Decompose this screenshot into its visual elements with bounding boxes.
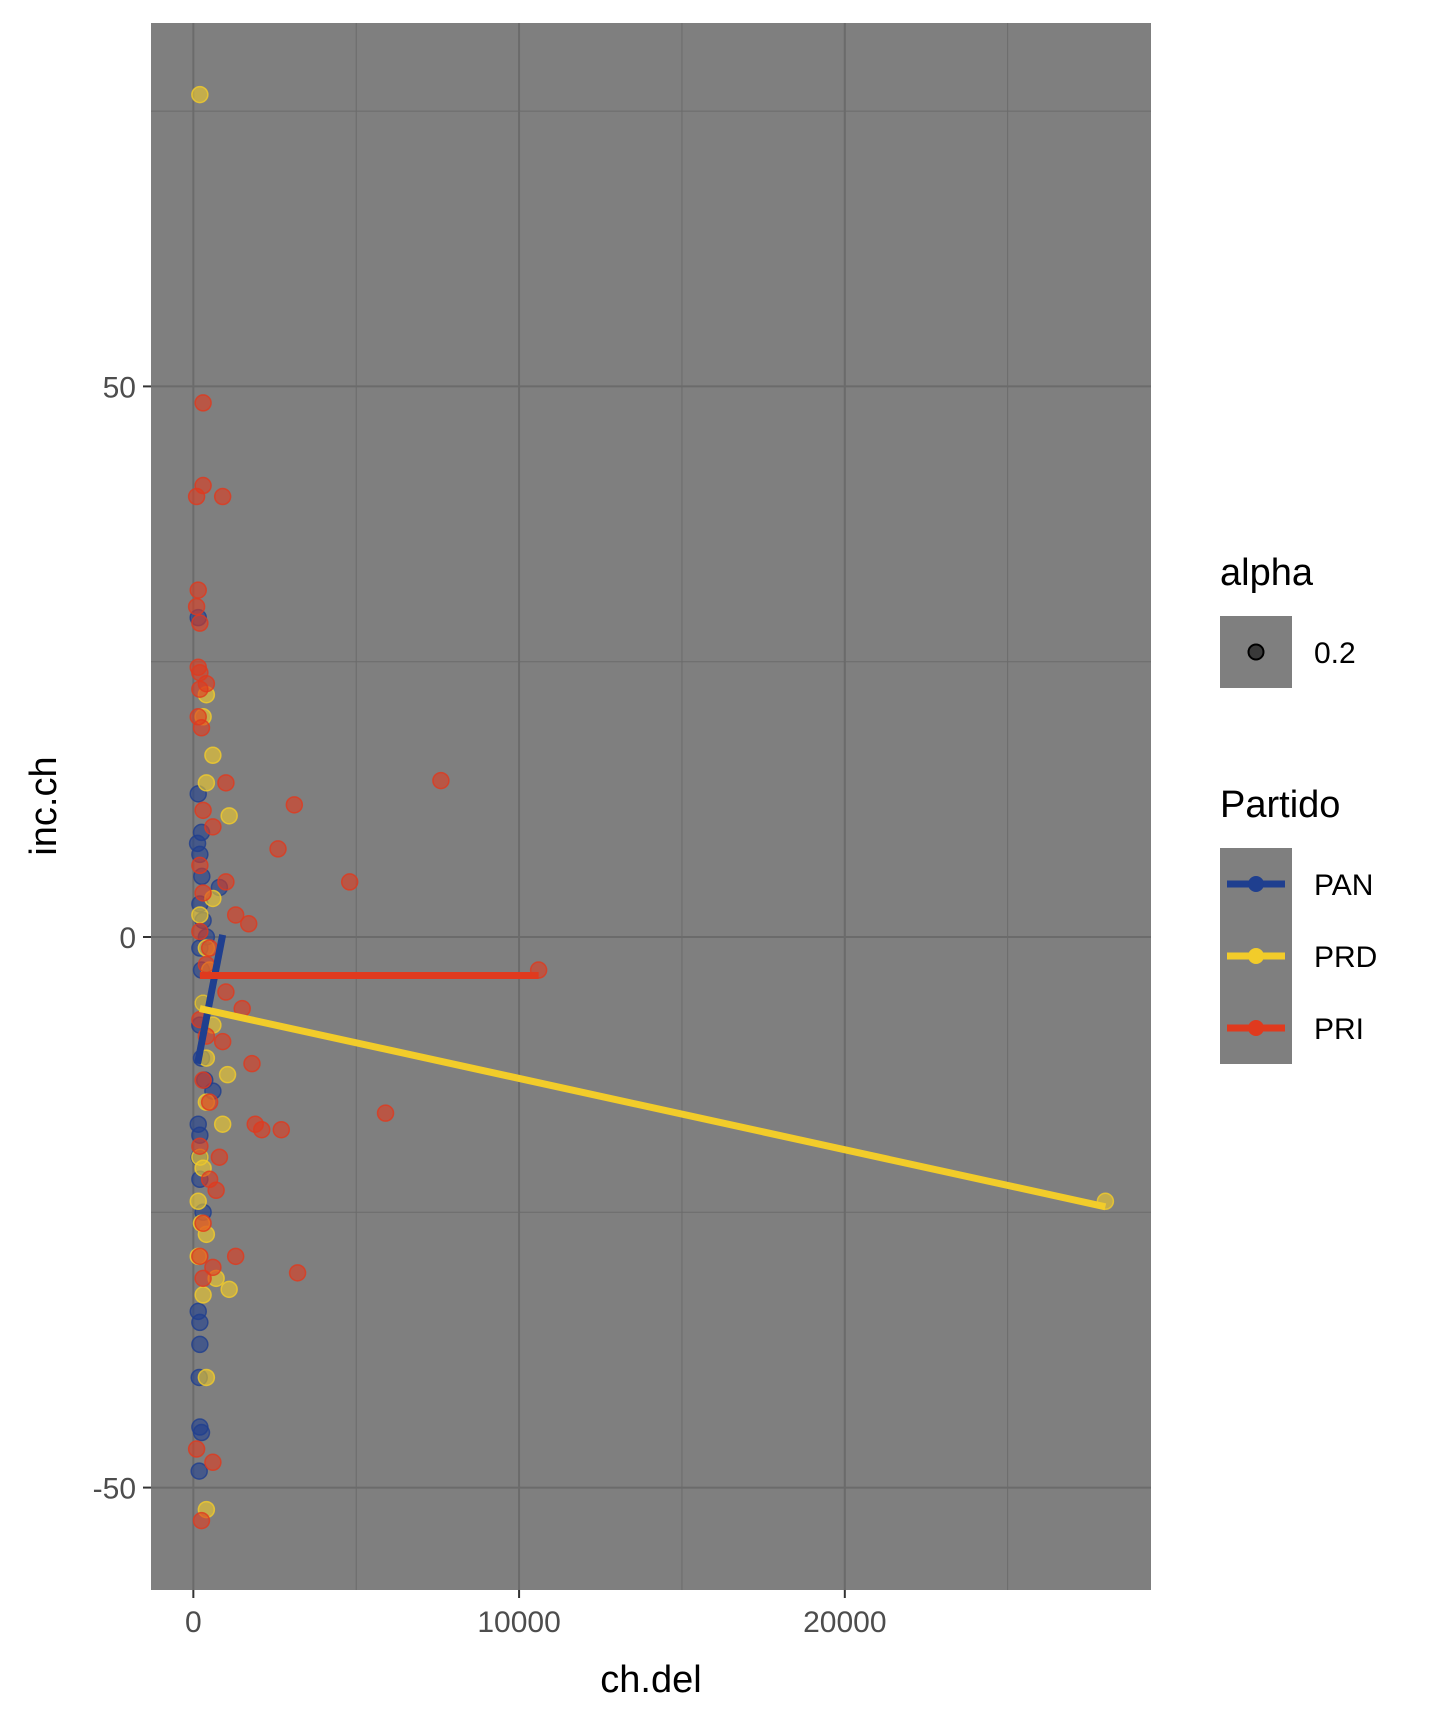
- point-pri: [207, 1181, 225, 1200]
- point-pri: [213, 487, 232, 506]
- point-prd: [220, 1280, 238, 1299]
- point-prd: [191, 906, 209, 924]
- point-pri: [340, 873, 359, 891]
- x-tick-label: 0: [185, 1606, 202, 1639]
- point-pri: [194, 1269, 212, 1288]
- legend-partido-title: Partido: [1220, 784, 1340, 826]
- y-tick-label: 50: [103, 371, 136, 404]
- point-pan: [190, 1462, 208, 1480]
- point-prd: [218, 1065, 237, 1084]
- point-pri: [376, 1104, 395, 1122]
- point-pri: [200, 939, 219, 957]
- y-tick-label: -50: [93, 1473, 136, 1506]
- legend-label-pri: PRI: [1314, 1013, 1364, 1046]
- fit-lines-layer: [194, 934, 1107, 1211]
- point-pri: [217, 873, 235, 891]
- point-pan: [192, 1423, 211, 1442]
- fit-line-pan: [194, 934, 227, 1065]
- fit-line-prd: [199, 1005, 1107, 1211]
- point-pri: [288, 1264, 307, 1282]
- point-pri: [191, 680, 209, 698]
- y-tick-label: 0: [119, 922, 136, 955]
- legend-alpha-symbol: [1247, 643, 1265, 661]
- legend-key-point-pri: [1248, 1020, 1264, 1036]
- y-axis-ticks: -50 0 50: [93, 371, 151, 1506]
- point-pri: [194, 394, 212, 412]
- point-prd: [197, 774, 216, 792]
- point-pri: [191, 1247, 209, 1266]
- point-pri: [194, 801, 212, 820]
- legend-key-point-prd: [1248, 948, 1264, 964]
- point-pri: [285, 796, 304, 814]
- point-pri: [194, 1071, 212, 1089]
- point-pri: [252, 1120, 271, 1139]
- point-pri: [269, 840, 287, 858]
- x-tick-label: 10000: [477, 1606, 560, 1639]
- point-pri: [432, 771, 450, 790]
- point-prd: [204, 746, 222, 765]
- point-pri: [192, 1511, 211, 1530]
- y-axis-title: inc.ch: [23, 756, 65, 855]
- legend-label-prd: PRD: [1314, 941, 1377, 974]
- point-pri: [200, 1093, 219, 1111]
- point-pri: [187, 597, 206, 616]
- x-tick-label: 20000: [803, 1606, 886, 1639]
- point-pri: [204, 1453, 222, 1472]
- point-prd: [194, 1286, 212, 1304]
- point-pri: [243, 1054, 261, 1073]
- point-pri: [194, 1214, 212, 1233]
- legend-label-pan: PAN: [1314, 869, 1373, 902]
- gridlines: [151, 23, 1151, 1590]
- point-pri: [226, 906, 245, 924]
- point-pri: [272, 1120, 291, 1139]
- point-pri: [191, 614, 209, 632]
- point-pri: [191, 922, 209, 941]
- point-pan: [191, 1335, 209, 1354]
- x-axis-ticks: 0 10000 20000: [185, 1590, 887, 1639]
- point-pri: [204, 1258, 222, 1277]
- point-pri: [191, 856, 209, 875]
- point-pri: [239, 915, 258, 933]
- point-pan: [191, 1313, 209, 1332]
- point-pri: [187, 487, 206, 506]
- plot-panel: [151, 23, 1151, 1590]
- x-axis-title: ch.del: [600, 1659, 701, 1701]
- legend-key-point-pan: [1248, 876, 1264, 892]
- point-pri: [217, 983, 235, 1001]
- point-pri: [204, 818, 222, 836]
- point-prd: [191, 85, 209, 104]
- point-pri: [210, 1148, 229, 1166]
- point-pri: [189, 581, 207, 599]
- legend-alpha-title: alpha: [1220, 552, 1314, 594]
- point-pri: [194, 884, 212, 902]
- legend-alpha-label: 0.2: [1314, 637, 1356, 670]
- point-prd: [197, 1368, 216, 1387]
- legend-alpha: alpha 0.2: [1220, 552, 1356, 688]
- point-prd: [220, 807, 238, 825]
- point-pri: [197, 955, 216, 974]
- legend-partido: Partido PAN PRD PRI: [1220, 784, 1377, 1064]
- point-pri: [187, 1440, 206, 1458]
- point-pri: [192, 719, 211, 737]
- point-prd: [213, 1115, 232, 1133]
- point-pri: [226, 1247, 245, 1266]
- point-pri: [191, 1137, 209, 1155]
- point-pri: [213, 1032, 232, 1051]
- point-pri: [217, 774, 235, 792]
- point-prd: [189, 1192, 207, 1211]
